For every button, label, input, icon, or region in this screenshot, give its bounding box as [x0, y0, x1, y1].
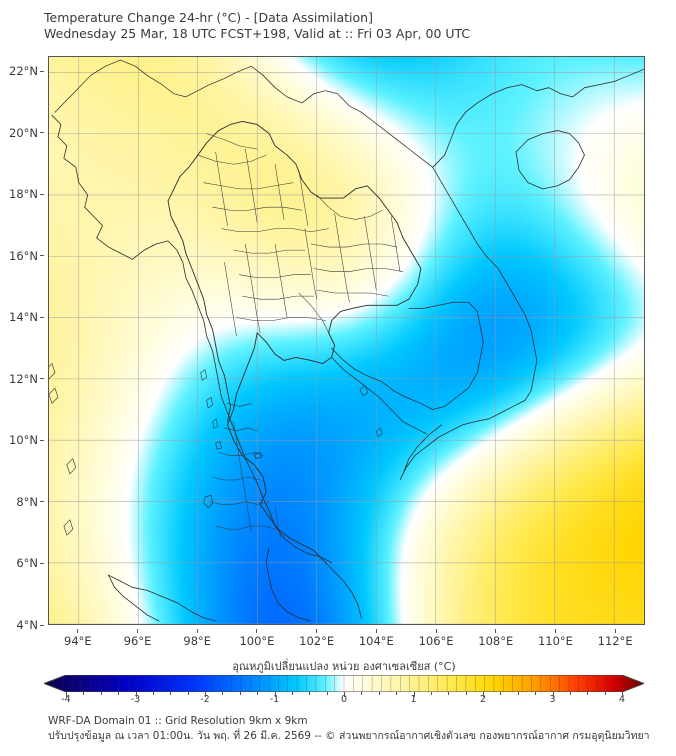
- chart-title-block: Temperature Change 24-hr (°C) - [Data As…: [44, 10, 644, 42]
- colorbar-minor-tick: [239, 692, 241, 695]
- chart-subtitle: Wednesday 25 Mar, 18 UTC FCST+198, Valid…: [44, 26, 471, 41]
- longitude-tick-label: 98°E: [183, 634, 212, 648]
- colorbar-minor-tick: [587, 692, 589, 695]
- copyright-line: ปรับปรุงข้อมูล ณ เวลา 01:00น. วัน พฤ. ที…: [48, 730, 650, 742]
- longitude-tick-label: 96°E: [123, 634, 152, 648]
- colorbar-minor-tick: [257, 692, 259, 695]
- colorbar-minor-tick: [430, 692, 432, 695]
- latitude-tick-mark: [40, 562, 44, 564]
- longitude-tick-mark: [137, 629, 139, 633]
- colorbar-minor-tick: [552, 692, 554, 697]
- latitude-tick-label: 12°N: [9, 371, 38, 386]
- colorbar-minor-tick: [413, 692, 415, 697]
- longitude-tick-mark: [316, 629, 318, 633]
- latitude-tick-label: 16°N: [9, 248, 38, 263]
- latitude-tick-label: 18°N: [9, 187, 38, 202]
- longitude-tick-label: 102°E: [299, 634, 335, 648]
- latitude-tick-mark: [40, 316, 44, 318]
- colorbar-title: อุณหภูมิเปลี่ยนแปลง หน่วย องศาเซลเซียส (…: [232, 660, 456, 673]
- colorbar-minor-tick: [83, 692, 85, 695]
- colorbar-minor-tick: [135, 692, 137, 697]
- longitude-tick-label: 110°E: [537, 634, 573, 648]
- colorbar-minor-tick: [170, 692, 172, 695]
- colorbar-minor-tick: [344, 692, 345, 697]
- longitude-tick-label: 100°E: [239, 634, 275, 648]
- latitude-tick-mark: [40, 70, 44, 72]
- colorbar-tick-label: -3: [130, 694, 141, 705]
- colorbar-minor-tick: [152, 692, 154, 695]
- latitude-tick-mark: [40, 132, 44, 134]
- footer-block: WRF-DA Domain 01 :: Grid Resolution 9km …: [48, 714, 650, 744]
- colorbar-minor-tick: [378, 692, 380, 695]
- longitude-tick-mark: [77, 629, 79, 633]
- colorbar-tick-label: 4: [618, 694, 626, 705]
- colorbar-minor-tick: [604, 692, 606, 695]
- colorbar-minor-tick: [100, 692, 102, 695]
- colorbar-tick-label: -4: [61, 694, 71, 705]
- colorbar-gradient: [44, 675, 644, 692]
- longitude-tick-label: 108°E: [478, 634, 514, 648]
- map-plot-area: [48, 56, 645, 625]
- latitude-tick-label: 20°N: [9, 125, 38, 140]
- colorbar-minor-tick: [465, 692, 467, 695]
- latitude-tick-label: 22°N: [9, 64, 38, 79]
- colorbar-tick-label: 2: [479, 694, 487, 705]
- latitude-tick-label: 4°N: [16, 618, 38, 632]
- colorbar-tick-label: -1: [269, 694, 280, 705]
- longitude-tick-mark: [435, 629, 437, 633]
- latitude-axis: 4°N 6°N 8°N 10°N 12°N 14°N 16°N 18°N 20°N 22°N: [0, 56, 44, 632]
- colorbar-minor-tick: [118, 692, 120, 695]
- colorbar-minor-tick: [222, 692, 224, 695]
- colorbar-ticks: -4 -3 -2 -1 0 1 2 3 4: [44, 692, 644, 706]
- longitude-tick-label: 106°E: [418, 634, 454, 648]
- latitude-tick-mark: [40, 439, 44, 441]
- latitude-tick-mark: [40, 193, 44, 195]
- colorbar-minor-tick: [66, 692, 67, 697]
- colorbar-minor-tick: [309, 692, 311, 695]
- latitude-tick-label: 8°N: [16, 494, 38, 509]
- colorbar-tick-label: 1: [410, 694, 417, 705]
- longitude-tick-label: 104°E: [358, 634, 394, 648]
- latitude-tick-label: 14°N: [9, 310, 38, 325]
- latitude-tick-mark: [40, 501, 44, 503]
- colorbar-minor-tick: [361, 692, 363, 695]
- temperature-anomaly-field: [49, 57, 644, 624]
- colorbar-block: อุณหภูมิเปลี่ยนแปลง หน่วย องศาเซลเซียส (…: [44, 660, 644, 706]
- colorbar-minor-tick: [291, 692, 293, 695]
- latitude-tick-label: 10°N: [9, 433, 38, 448]
- colorbar-minor-tick: [517, 692, 519, 695]
- longitude-tick-mark: [375, 629, 377, 633]
- longitude-tick-mark: [256, 629, 258, 633]
- longitude-tick-mark: [554, 629, 556, 633]
- longitude-axis: 94°E 96°E 98°E 100°E 102°E 104°E 106°E 108°E 110…: [48, 629, 645, 648]
- latitude-tick-label: 6°N: [16, 556, 38, 571]
- colorbar-minor-tick: [326, 692, 328, 695]
- page-title: Temperature Change 24-hr (°C) - [Data As…: [44, 10, 373, 25]
- colorbar-minor-tick: [205, 692, 206, 697]
- colorbar-minor-tick: [187, 692, 189, 695]
- colorbar-minor-tick: [569, 692, 571, 695]
- model-info-line: WRF-DA Domain 01 :: Grid Resolution 9km …: [48, 715, 308, 727]
- colorbar-tick-label: -2: [200, 694, 210, 705]
- latitude-tick-mark: [40, 378, 44, 380]
- colorbar-minor-tick: [622, 692, 623, 697]
- colorbar-minor-tick: [274, 692, 276, 697]
- longitude-tick-mark: [495, 629, 497, 633]
- colorbar-minor-tick: [483, 692, 484, 697]
- latitude-tick-mark: [40, 624, 44, 626]
- colorbar-tick-label: 3: [549, 694, 556, 705]
- longitude-tick-label: 94°E: [64, 634, 92, 648]
- longitude-tick-label: 112°E: [597, 634, 633, 648]
- colorbar-minor-tick: [448, 692, 450, 695]
- latitude-tick-mark: [40, 255, 44, 257]
- longitude-tick-mark: [614, 629, 616, 633]
- colorbar-tick-label: 0: [340, 694, 348, 705]
- colorbar-minor-tick: [535, 692, 537, 695]
- colorbar-minor-tick: [500, 692, 502, 695]
- longitude-tick-mark: [196, 629, 198, 633]
- colorbar-minor-tick: [396, 692, 398, 695]
